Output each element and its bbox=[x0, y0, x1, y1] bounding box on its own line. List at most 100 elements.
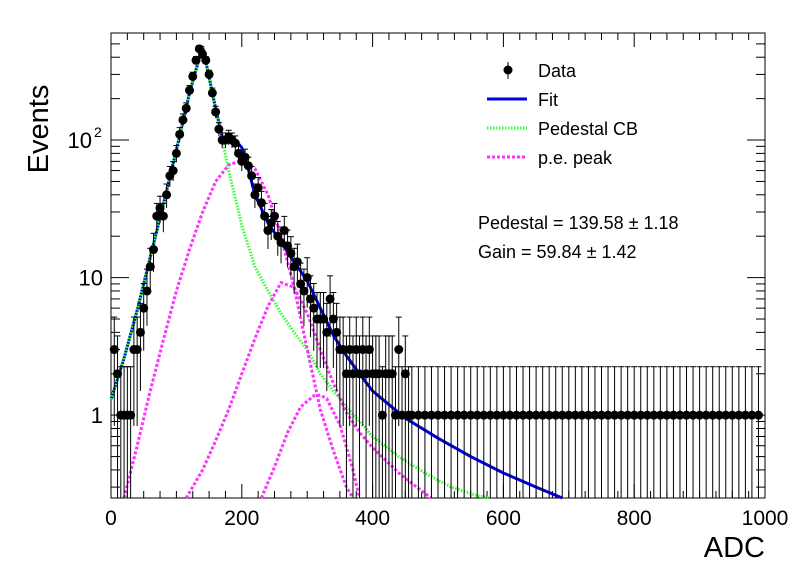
data-point bbox=[270, 202, 279, 233]
data-marker bbox=[149, 245, 159, 255]
data-marker bbox=[662, 410, 672, 420]
data-marker bbox=[345, 345, 355, 355]
data-point bbox=[623, 366, 633, 498]
data-point bbox=[286, 236, 296, 277]
data-marker bbox=[642, 410, 652, 420]
data-point bbox=[544, 366, 554, 498]
data-point bbox=[256, 190, 266, 217]
data-marker bbox=[109, 345, 119, 355]
data-marker bbox=[740, 410, 750, 420]
data-point bbox=[688, 366, 698, 498]
data-point bbox=[433, 366, 443, 498]
data-point bbox=[260, 202, 270, 233]
data-point bbox=[171, 145, 181, 163]
data-point bbox=[204, 69, 214, 79]
data-point bbox=[695, 366, 705, 498]
data-point bbox=[322, 302, 332, 391]
legend-label-pe: p.e. peak bbox=[538, 148, 613, 168]
data-marker bbox=[135, 327, 145, 337]
data-point bbox=[407, 366, 417, 498]
data-point bbox=[649, 366, 659, 498]
data-marker bbox=[319, 314, 329, 324]
data-point bbox=[511, 366, 521, 498]
data-marker bbox=[675, 410, 685, 420]
data-marker bbox=[305, 294, 315, 304]
data-marker bbox=[142, 286, 152, 296]
data-marker bbox=[387, 369, 397, 379]
data-point bbox=[247, 165, 257, 187]
legend: Data Fit Pedestal CB p.e. peak bbox=[487, 61, 638, 168]
data-point bbox=[642, 366, 652, 498]
data-marker bbox=[214, 124, 224, 134]
data-point bbox=[397, 366, 407, 498]
data-point bbox=[168, 161, 178, 182]
x-axis-label: ADC bbox=[704, 532, 765, 564]
data-point bbox=[348, 335, 358, 498]
data-marker bbox=[394, 345, 404, 355]
data-point bbox=[394, 316, 404, 426]
data-marker bbox=[139, 303, 149, 313]
data-marker bbox=[260, 211, 270, 221]
curve-p-e-peak-1 bbox=[122, 158, 355, 499]
data-point bbox=[139, 282, 149, 351]
data-point bbox=[505, 366, 515, 498]
data-marker bbox=[590, 410, 600, 420]
data-point bbox=[181, 102, 191, 115]
data-marker bbox=[270, 211, 279, 221]
data-marker bbox=[171, 148, 181, 158]
data-marker bbox=[610, 410, 620, 420]
data-marker bbox=[113, 369, 123, 379]
data-marker bbox=[518, 410, 528, 420]
data-marker bbox=[557, 410, 567, 420]
data-marker bbox=[472, 410, 482, 420]
data-marker bbox=[358, 345, 368, 355]
data-marker bbox=[168, 166, 178, 176]
data-marker bbox=[201, 55, 211, 65]
data-marker bbox=[126, 410, 136, 420]
data-point bbox=[420, 366, 430, 498]
data-marker bbox=[747, 410, 757, 420]
data-point bbox=[377, 366, 387, 498]
data-point bbox=[727, 366, 737, 498]
data-point bbox=[472, 366, 482, 498]
data-marker bbox=[240, 152, 250, 162]
data-marker bbox=[701, 410, 711, 420]
data-marker bbox=[695, 410, 705, 420]
data-point bbox=[135, 302, 145, 391]
data-marker bbox=[583, 410, 593, 420]
data-point bbox=[570, 366, 580, 498]
data-point bbox=[531, 366, 541, 498]
y-tick-exponent: 2 bbox=[94, 124, 102, 140]
data-point bbox=[341, 335, 351, 498]
data-marker bbox=[341, 369, 351, 379]
data-marker bbox=[668, 410, 678, 420]
data-point bbox=[325, 275, 335, 338]
data-marker bbox=[145, 262, 155, 272]
data-point bbox=[583, 366, 593, 498]
data-point bbox=[243, 156, 253, 176]
data-marker bbox=[420, 410, 430, 420]
data-point bbox=[191, 55, 201, 65]
data-marker bbox=[551, 410, 561, 420]
data-marker bbox=[564, 410, 574, 420]
data-point bbox=[597, 366, 606, 498]
data-marker bbox=[407, 410, 417, 420]
data-point bbox=[485, 366, 495, 498]
data-marker bbox=[492, 410, 502, 420]
data-marker bbox=[184, 85, 194, 95]
data-marker bbox=[253, 183, 263, 193]
data-point bbox=[538, 366, 548, 498]
data-marker bbox=[283, 241, 293, 251]
data-marker bbox=[485, 410, 495, 420]
data-point bbox=[292, 243, 302, 288]
pedestal-annotation: Pedestal = 139.58 ± 1.18 bbox=[478, 213, 679, 233]
data-marker bbox=[207, 88, 217, 98]
legend-label-data: Data bbox=[538, 61, 577, 81]
data-point bbox=[525, 366, 535, 498]
data-points bbox=[109, 44, 763, 498]
data-marker bbox=[256, 198, 266, 208]
data-marker bbox=[505, 410, 515, 420]
legend-fit: Fit bbox=[487, 90, 558, 110]
data-marker bbox=[299, 286, 309, 296]
legend-pedestal: Pedestal CB bbox=[487, 119, 638, 139]
